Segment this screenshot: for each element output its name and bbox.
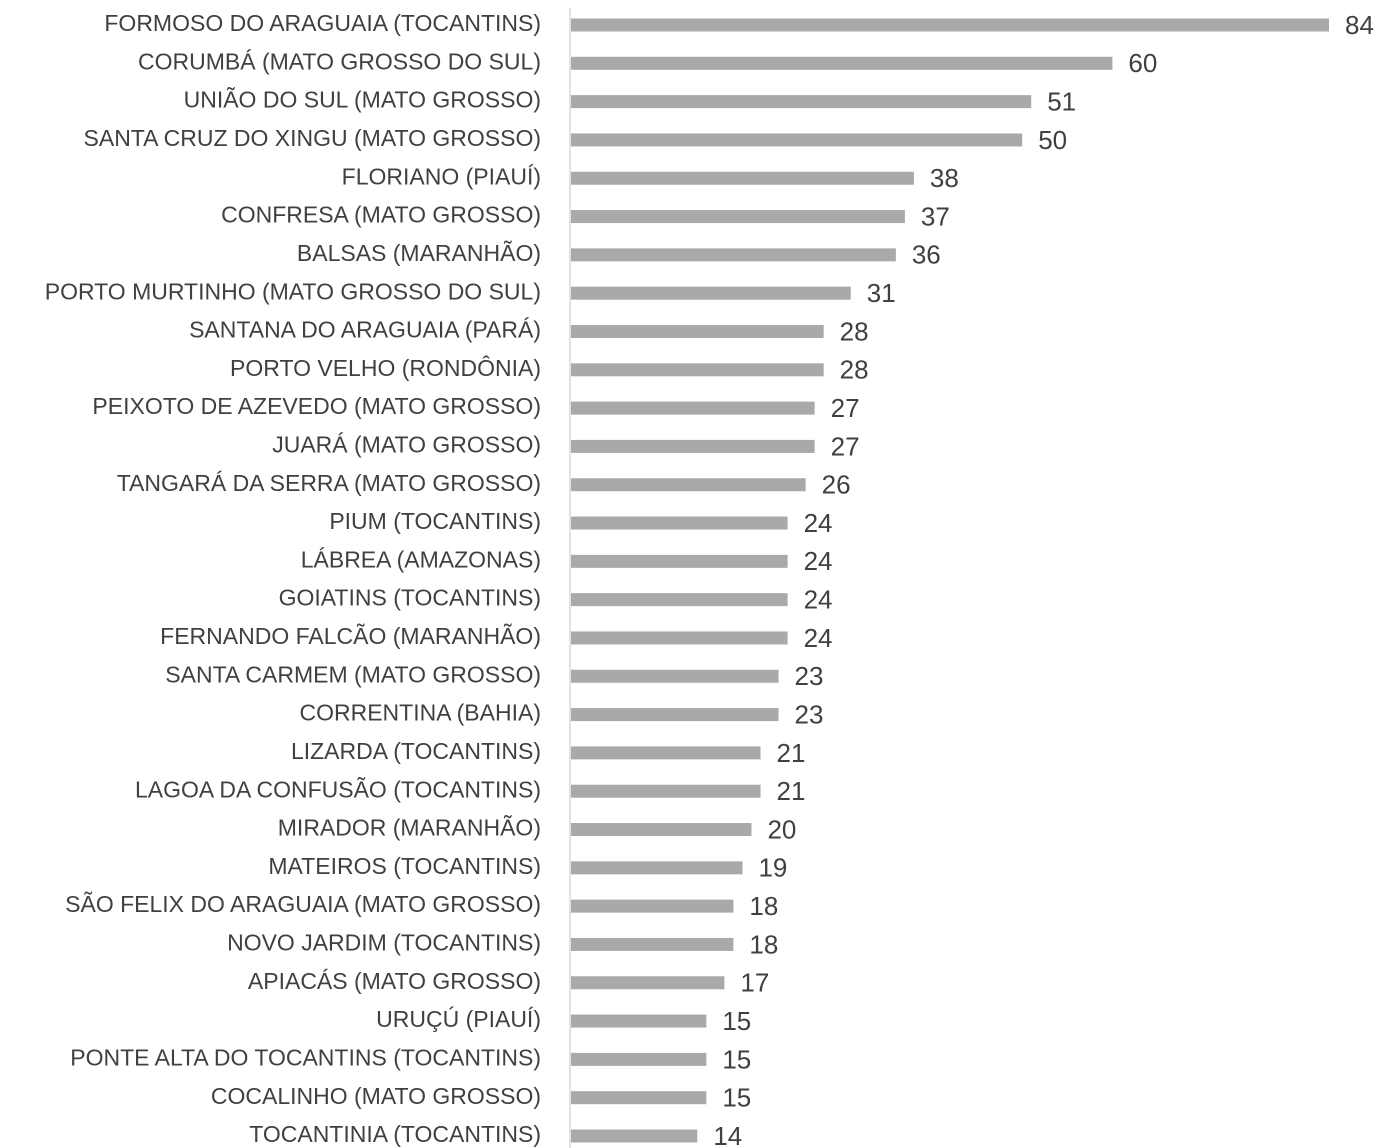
value-label: 21 [777, 738, 806, 768]
bar [571, 976, 725, 990]
bar [571, 56, 1113, 70]
bar [571, 363, 824, 377]
value-label: 28 [840, 355, 869, 385]
value-label: 84 [1345, 10, 1374, 40]
bar [571, 18, 1329, 32]
value-label: 36 [912, 240, 941, 270]
value-label: 23 [795, 661, 824, 691]
category-label: CONFRESA (MATO GROSSO) [221, 202, 541, 228]
bar [571, 593, 788, 607]
bar [571, 937, 734, 951]
value-label: 15 [722, 1044, 751, 1074]
value-label: 27 [831, 431, 860, 461]
value-label: 37 [921, 201, 950, 231]
value-label: 15 [722, 1083, 751, 1113]
bar [571, 478, 806, 492]
bar [571, 439, 815, 453]
category-label: LÁBREA (AMAZONAS) [301, 546, 541, 572]
bar [571, 784, 761, 798]
category-label: UNIÃO DO SUL (MATO GROSSO) [184, 87, 541, 113]
category-label: CORUMBÁ (MATO GROSSO DO SUL) [138, 48, 541, 74]
bar [571, 1052, 707, 1066]
bar [571, 210, 905, 224]
category-label: COCALINHO (MATO GROSSO) [211, 1083, 541, 1109]
category-label: TOCANTINIA (TOCANTINS) [249, 1121, 541, 1147]
bar [571, 899, 734, 913]
value-label: 20 [767, 814, 796, 844]
category-label: MATEIROS (TOCANTINS) [268, 853, 541, 879]
category-label: FERNANDO FALCÃO (MARANHÃO) [160, 623, 541, 649]
category-label: SANTA CRUZ DO XINGU (MATO GROSSO) [84, 125, 541, 151]
bar [571, 286, 851, 300]
category-label: SANTANA DO ARAGUAIA (PARÁ) [189, 317, 541, 343]
category-label: MIRADOR (MARANHÃO) [278, 815, 541, 841]
value-label: 24 [804, 623, 833, 653]
category-label: CORRENTINA (BAHIA) [299, 700, 541, 726]
category-label: GOIATINS (TOCANTINS) [279, 585, 541, 611]
value-label: 24 [804, 585, 833, 615]
value-label: 23 [795, 699, 824, 729]
bar [571, 401, 815, 415]
category-label: LAGOA DA CONFUSÃO (TOCANTINS) [135, 776, 541, 802]
value-label: 18 [749, 891, 778, 921]
category-label: PEIXOTO DE AZEVEDO (MATO GROSSO) [92, 393, 541, 419]
category-label: FORMOSO DO ARAGUAIA (TOCANTINS) [104, 10, 541, 36]
category-label: SÃO FELIX DO ARAGUAIA (MATO GROSSO) [65, 891, 541, 917]
value-label: 24 [804, 508, 833, 538]
bar [571, 248, 896, 262]
category-label: FLORIANO (PIAUÍ) [342, 163, 541, 189]
value-label: 38 [930, 163, 959, 193]
value-label: 24 [804, 546, 833, 576]
value-label: 27 [831, 393, 860, 423]
value-label: 51 [1047, 86, 1076, 116]
category-label: APIACÁS (MATO GROSSO) [248, 968, 541, 994]
category-label: PONTE ALTA DO TOCANTINS (TOCANTINS) [70, 1044, 541, 1070]
bar [571, 823, 752, 837]
category-label: BALSAS (MARANHÃO) [297, 240, 541, 266]
category-label: URUÇÚ (PIAUÍ) [376, 1006, 541, 1032]
value-label: 17 [740, 968, 769, 998]
category-label: NOVO JARDIM (TOCANTINS) [227, 930, 541, 956]
bar [571, 669, 779, 683]
bar [571, 631, 788, 645]
bar [571, 1129, 698, 1143]
category-label: PIUM (TOCANTINS) [329, 508, 541, 534]
category-label: PORTO VELHO (RONDÔNIA) [230, 354, 541, 381]
value-label: 18 [749, 929, 778, 959]
bar [571, 1091, 707, 1105]
category-label: PORTO MURTINHO (MATO GROSSO DO SUL) [45, 278, 541, 304]
bar [571, 861, 743, 875]
value-label: 28 [840, 316, 869, 346]
bar [571, 95, 1032, 109]
value-label: 19 [758, 853, 787, 883]
value-label: 21 [777, 776, 806, 806]
value-label: 14 [713, 1121, 742, 1148]
category-label: LIZARDA (TOCANTINS) [291, 738, 541, 764]
value-label: 31 [867, 278, 896, 308]
bar [571, 516, 788, 530]
bar [571, 746, 761, 760]
bar [571, 708, 779, 722]
value-label: 60 [1128, 48, 1157, 78]
bar [571, 133, 1023, 147]
bar [571, 324, 824, 338]
value-label: 50 [1038, 125, 1067, 155]
value-label: 15 [722, 1006, 751, 1036]
category-label: JUARÁ (MATO GROSSO) [272, 431, 541, 457]
bar [571, 1014, 707, 1028]
category-label: TANGARÁ DA SERRA (MATO GROSSO) [117, 470, 541, 496]
bar [571, 554, 788, 568]
bar [571, 171, 914, 185]
category-label: SANTA CARMEM (MATO GROSSO) [165, 661, 541, 687]
value-label: 26 [822, 470, 851, 500]
